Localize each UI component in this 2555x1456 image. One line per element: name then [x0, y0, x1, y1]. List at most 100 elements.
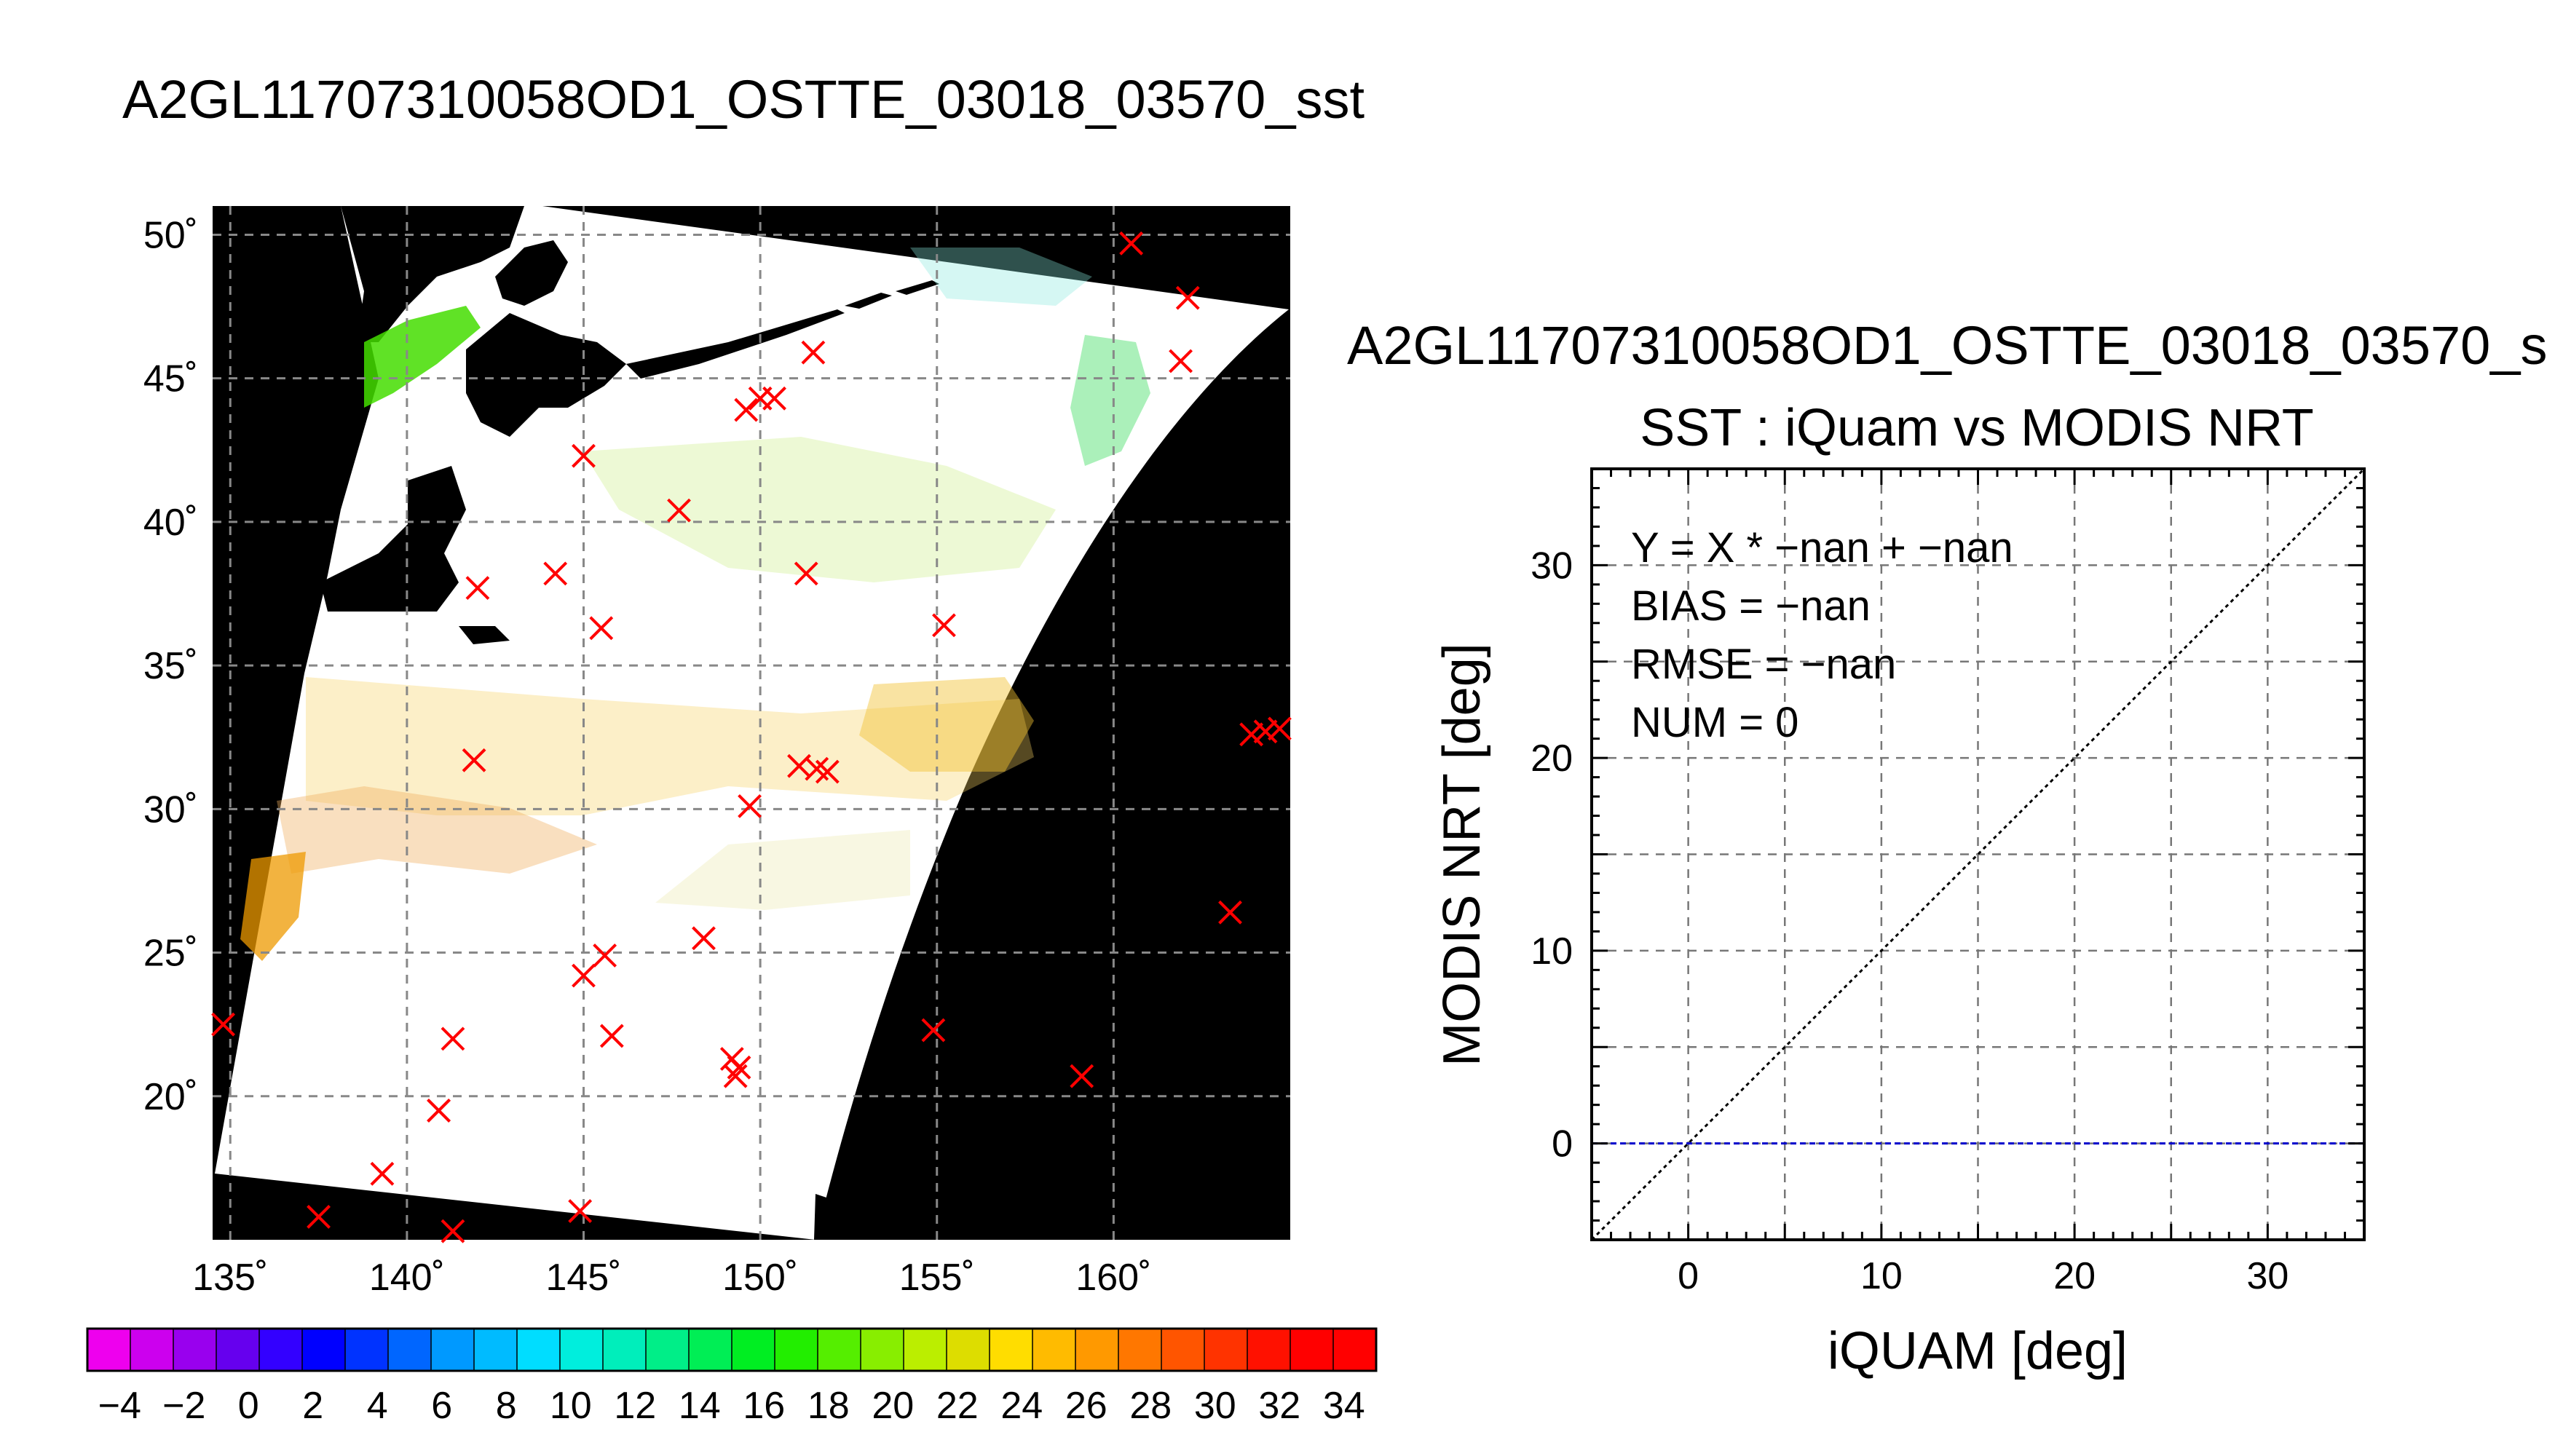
station-marker: [738, 794, 762, 818]
scatter-title: SST : iQuam vs MODIS NRT: [1640, 399, 2314, 457]
station-marker: [589, 616, 614, 641]
landmass-japan: [320, 206, 939, 1240]
map-y-tick-label: 20˚: [143, 1076, 198, 1118]
colorbar-cell: [731, 1328, 776, 1372]
station-marker: [1239, 722, 1264, 747]
station-marker: [727, 1055, 751, 1080]
colorbar-cell: [860, 1328, 905, 1372]
colorbar-cell: [1118, 1328, 1163, 1372]
colorbar-cell: [1290, 1328, 1335, 1372]
station-marker: [692, 926, 716, 951]
colorbar-cell: [430, 1328, 475, 1372]
station-marker: [1218, 900, 1242, 925]
station-marker: [801, 340, 826, 365]
station-marker: [572, 963, 596, 988]
map-y-tick-label: 40˚: [143, 502, 198, 544]
colorbar-cell: [946, 1328, 991, 1372]
scatter-y-tick-label: 20: [1531, 737, 1573, 780]
stats-rmse: RMSE = −nan: [1631, 641, 1896, 688]
colorbar-tick-label: 10: [550, 1385, 592, 1427]
map-x-tick-label: 140˚: [369, 1257, 445, 1299]
colorbar-cell: [1032, 1328, 1077, 1372]
colorbar-cell: [344, 1328, 390, 1372]
station-marker: [427, 1099, 451, 1123]
station-marker: [568, 1199, 593, 1223]
colorbar-tick-label: −4: [98, 1385, 141, 1427]
scatter-x-tick-labels: 0 10 20 30: [1678, 1255, 2289, 1297]
sst-patch-north-cyan: [910, 248, 1092, 306]
scatter-gridlines: [1592, 469, 2364, 1240]
station-marker: [441, 1026, 465, 1051]
scatter-y-tick-label: 30: [1531, 545, 1573, 587]
scatter-panel: A2GL11707310058OD1_OSTTE_03018_03570_s S…: [1347, 315, 2547, 1380]
map-gridlines: [213, 206, 1290, 1240]
scatter-y-tick-label: 10: [1531, 930, 1573, 973]
sst-patch-pale-yellow: [655, 830, 910, 910]
scatter-y-tick-label: 0: [1552, 1123, 1573, 1166]
colorbar-cell: [559, 1328, 604, 1372]
colorbar-tick-label: 8: [496, 1385, 517, 1427]
scatter-reference-lines: [1590, 467, 2366, 1241]
colorbar-cell: [903, 1328, 948, 1372]
station-marker: [762, 386, 786, 411]
map-y-tick-labels: 50˚ 45˚ 40˚ 35˚ 30˚ 25˚ 20˚: [143, 214, 198, 1117]
station-marker: [599, 1024, 624, 1048]
map-x-tick-labels: 135˚ 140˚ 145˚ 150˚ 155˚ 160˚: [192, 1257, 1151, 1299]
colorbar-cell: [774, 1328, 819, 1372]
stats-bias: BIAS = −nan: [1631, 582, 1871, 630]
map-x-tick-label: 155˚: [899, 1257, 975, 1299]
sst-patch-orange-edge: [240, 852, 306, 961]
colorbar-cell: [1247, 1328, 1292, 1372]
colorbar-cell: [989, 1328, 1034, 1372]
colorbar-cells: [87, 1328, 1378, 1372]
station-marker: [1268, 716, 1292, 741]
map-y-tick-label: 45˚: [143, 358, 198, 400]
colorbar-tick-label: 6: [431, 1385, 452, 1427]
scatter-y-tick-labels: 0 10 20 30: [1531, 545, 1573, 1165]
station-marker: [1070, 1064, 1094, 1088]
station-marker: [1175, 285, 1200, 310]
station-marker: [572, 443, 596, 468]
colorbar-tick-label: 24: [1000, 1385, 1043, 1427]
colorbar-tick-labels: −4 −2 0 2 4 6 8 10 12 14 16 18 20 22 24 26 28 30 32 34: [98, 1385, 1365, 1427]
scatter-x-axis-label: iQUAM [deg]: [1828, 1322, 2128, 1380]
station-marker: [1253, 719, 1278, 744]
colorbar-tick-label: 18: [807, 1385, 850, 1427]
map-y-tick-label: 25˚: [143, 933, 198, 975]
scatter-y-axis-label: MODIS NRT [deg]: [1433, 643, 1491, 1067]
scatter-x-tick-label: 30: [2246, 1255, 2289, 1297]
station-marker: [211, 1012, 235, 1037]
station-marker: [307, 1205, 331, 1229]
colorbar-cell: [130, 1328, 175, 1372]
map-y-tick-label: 50˚: [143, 214, 198, 256]
map-y-tick-label: 35˚: [143, 645, 198, 687]
station-marker: [1119, 231, 1144, 256]
map-x-tick-label: 145˚: [545, 1257, 621, 1299]
colorbar-tick-label: 14: [679, 1385, 721, 1427]
colorbar-tick-label: 16: [743, 1385, 785, 1427]
colorbar-cell: [1332, 1328, 1378, 1372]
colorbar-tick-label: 34: [1323, 1385, 1365, 1427]
colorbar-cell: [817, 1328, 862, 1372]
colorbar-frame: [86, 1327, 1378, 1372]
colorbar-cell: [1075, 1328, 1120, 1372]
sst-patch-yellow-core: [859, 677, 1034, 772]
station-marker: [667, 498, 691, 523]
station-marker: [734, 397, 759, 422]
sst-patch-northeast-green: [1070, 335, 1150, 466]
map-markers: [211, 231, 1292, 1243]
colorbar-tick-label: 26: [1065, 1385, 1107, 1427]
station-marker: [932, 613, 956, 638]
scatter-frame: [1590, 467, 2366, 1241]
colorbar-cell: [1161, 1328, 1206, 1372]
station-marker: [465, 576, 490, 601]
colorbar-cell: [87, 1328, 132, 1372]
scatter-x-tick-label: 20: [2053, 1255, 2096, 1297]
colorbar-tick-label: 2: [302, 1385, 323, 1427]
station-marker: [815, 759, 840, 784]
scatter-stats-box: Y = X * −nan + −nan BIAS = −nan RMSE = −…: [1631, 524, 2013, 746]
scatter-x-tick-label: 0: [1678, 1255, 1699, 1297]
colorbar-cell: [645, 1328, 690, 1372]
map-y-tick-label: 30˚: [143, 788, 198, 831]
scatter-x-tick-label: 10: [1860, 1255, 1903, 1297]
